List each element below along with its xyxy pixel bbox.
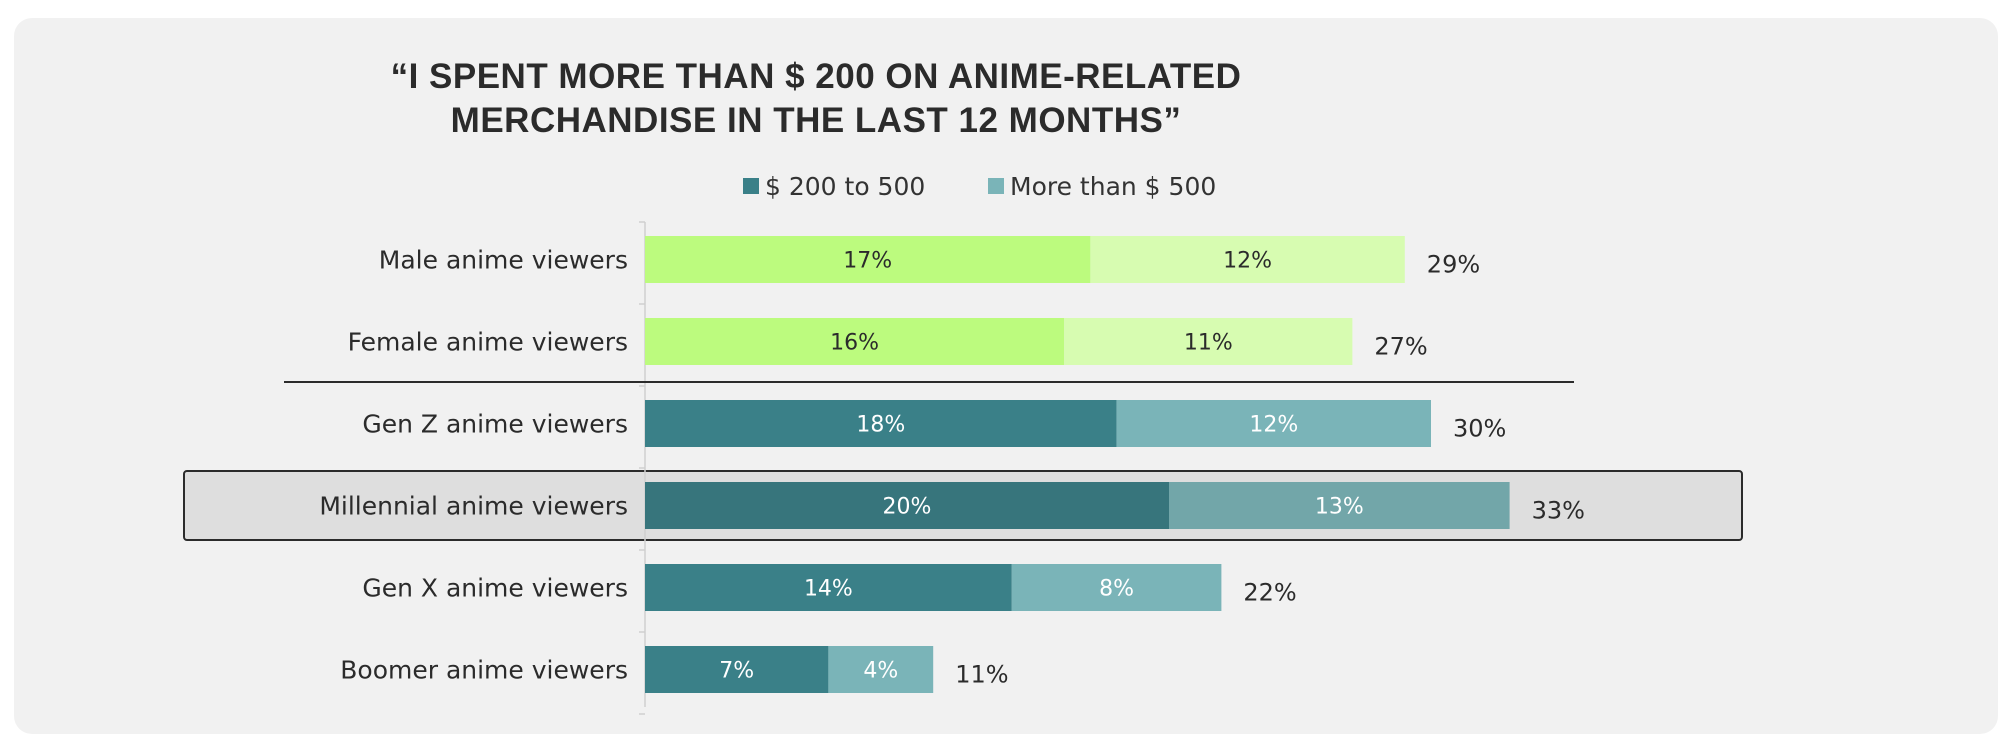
legend-swatch-more-than-500 [988, 178, 1004, 194]
total-label-gen-x-anime-viewers: 22% [1243, 579, 1296, 607]
category-label-female-anime-viewers: Female anime viewers [348, 328, 628, 357]
bar-200-to-500-male-anime-viewers [645, 236, 1091, 283]
category-label-boomer-anime-viewers: Boomer anime viewers [340, 656, 628, 685]
category-label-gen-z-anime-viewers: Gen Z anime viewers [362, 410, 628, 439]
total-label-male-anime-viewers: 29% [1427, 251, 1480, 279]
bar-200-to-500-boomer-anime-viewers [645, 646, 829, 693]
value-label-more-than-500-gen-z-anime-viewers: 12% [1249, 413, 1298, 438]
bar-200-to-500-gen-x-anime-viewers [645, 564, 1012, 611]
value-label-more-than-500-male-anime-viewers: 12% [1223, 249, 1272, 274]
category-label-male-anime-viewers: Male anime viewers [379, 246, 628, 275]
legend-swatch-200-to-500 [743, 178, 759, 194]
chart-card [14, 18, 1998, 734]
bar-200-to-500-female-anime-viewers [645, 318, 1065, 365]
value-label-200-to-500-male-anime-viewers: 17% [843, 249, 892, 274]
bar-more-than-500-millennial-anime-viewers [1169, 482, 1510, 529]
bar-more-than-500-male-anime-viewers [1090, 236, 1405, 283]
category-label-gen-x-anime-viewers: Gen X anime viewers [362, 574, 628, 603]
total-label-boomer-anime-viewers: 11% [955, 661, 1008, 689]
total-label-female-anime-viewers: 27% [1374, 333, 1427, 361]
value-label-200-to-500-millennial-anime-viewers: 20% [883, 495, 932, 520]
chart-title-line-1: “I SPENT MORE THAN $ 200 ON ANIME-RELATE… [391, 57, 1242, 96]
bar-more-than-500-gen-z-anime-viewers [1116, 400, 1431, 447]
bar-more-than-500-female-anime-viewers [1064, 318, 1353, 365]
bar-more-than-500-boomer-anime-viewers [828, 646, 934, 693]
total-label-millennial-anime-viewers: 33% [1532, 497, 1585, 525]
value-label-more-than-500-gen-x-anime-viewers: 8% [1099, 577, 1134, 602]
category-label-millennial-anime-viewers: Millennial anime viewers [319, 492, 628, 521]
legend-label-more-than-500: More than $ 500 [1010, 172, 1216, 201]
value-label-more-than-500-millennial-anime-viewers: 13% [1315, 495, 1364, 520]
chart-title-line-2: MERCHANDISE IN THE LAST 12 MONTHS” [451, 101, 1182, 140]
value-label-200-to-500-gen-x-anime-viewers: 14% [804, 577, 853, 602]
value-label-more-than-500-boomer-anime-viewers: 4% [863, 659, 898, 684]
legend-label-200-to-500: $ 200 to 500 [765, 172, 925, 201]
total-label-gen-z-anime-viewers: 30% [1453, 415, 1506, 443]
value-label-200-to-500-female-anime-viewers: 16% [830, 331, 879, 356]
bar-200-to-500-gen-z-anime-viewers [645, 400, 1117, 447]
value-label-more-than-500-female-anime-viewers: 11% [1184, 331, 1233, 356]
bar-200-to-500-millennial-anime-viewers [645, 482, 1169, 529]
bar-more-than-500-gen-x-anime-viewers [1011, 564, 1222, 611]
value-label-200-to-500-gen-z-anime-viewers: 18% [856, 413, 905, 438]
value-label-200-to-500-boomer-anime-viewers: 7% [719, 659, 754, 684]
